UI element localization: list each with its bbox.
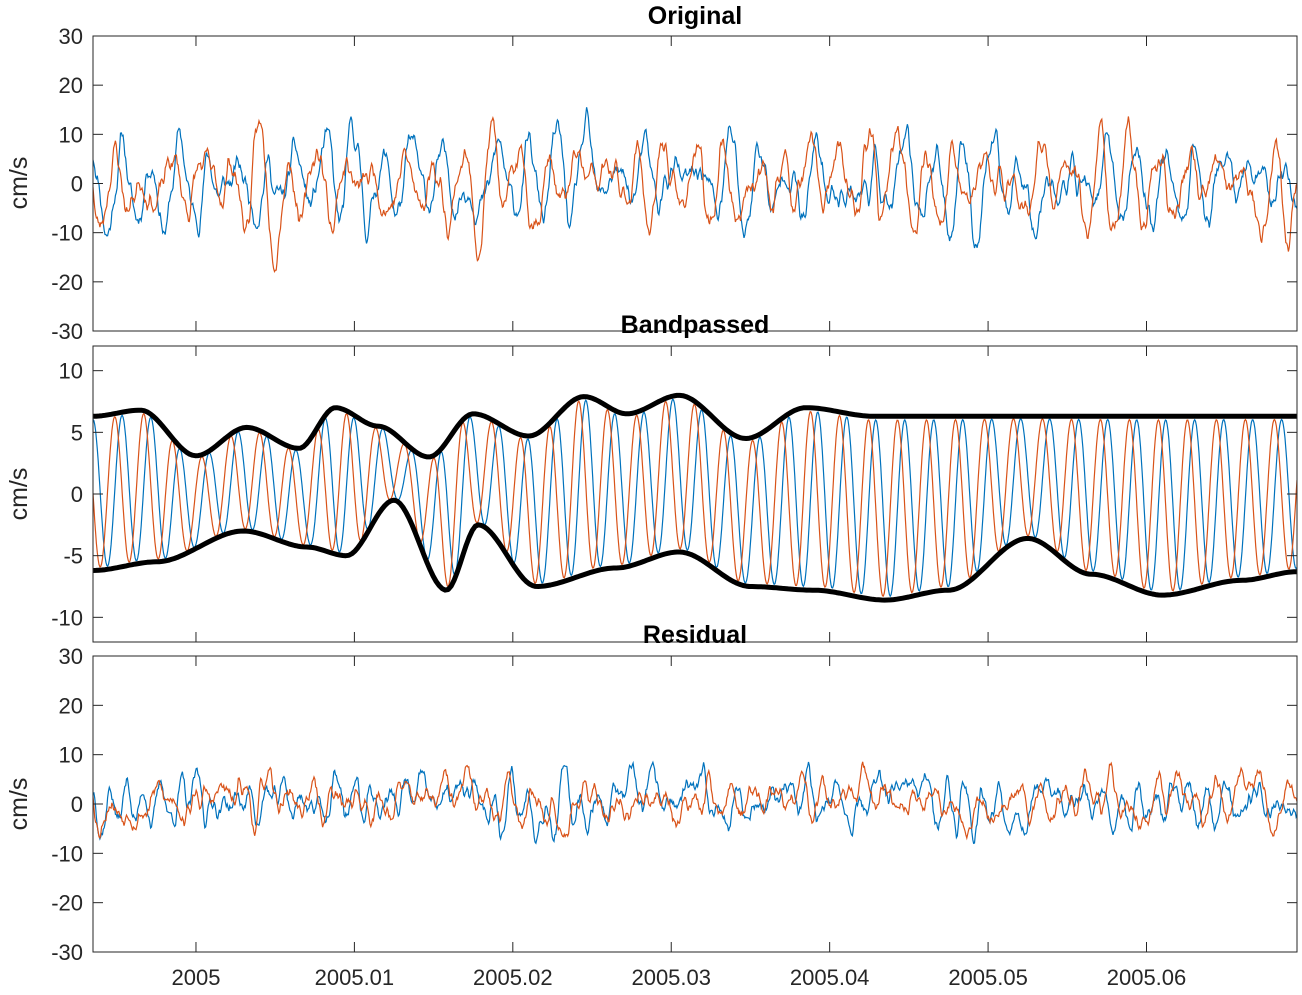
x-tick-label: 2005.03 bbox=[631, 965, 711, 990]
y-tick-label: -5 bbox=[63, 544, 83, 569]
y-tick-label: -30 bbox=[51, 940, 83, 965]
series-line-orange bbox=[93, 761, 1297, 841]
series-line-blue bbox=[93, 760, 1297, 845]
y-tick-label: 10 bbox=[59, 743, 83, 768]
y-tick-label: 30 bbox=[59, 24, 83, 49]
y-tick-label: 10 bbox=[59, 122, 83, 147]
y-tick-label: 5 bbox=[71, 420, 83, 445]
lower-envelope-line bbox=[93, 497, 1297, 603]
y-tick-label: 30 bbox=[59, 644, 83, 669]
x-tick-label: 2005.01 bbox=[315, 965, 395, 990]
panel-bandpassed: cm/s -10 -5 0 5 10 Bandpassed bbox=[5, 311, 1298, 643]
y-axis-label-bandpassed: cm/s bbox=[5, 468, 33, 521]
upper-envelope-line bbox=[93, 392, 1297, 460]
x-tick-label: 2005 bbox=[171, 965, 220, 990]
y-tick-label: -20 bbox=[51, 891, 83, 916]
plot-area-original bbox=[93, 107, 1297, 274]
panel-title-original: Original bbox=[648, 2, 742, 30]
axes-box-original bbox=[92, 35, 1298, 332]
y-tick-label: 20 bbox=[59, 693, 83, 718]
y-tick-label: -20 bbox=[51, 270, 83, 295]
y-tick-label: -30 bbox=[51, 319, 83, 344]
y-tick-label: 0 bbox=[71, 482, 83, 507]
x-tick-label: 2005.02 bbox=[473, 965, 553, 990]
y-axis-label-original: cm/s bbox=[5, 157, 33, 210]
y-axis-label-residual: cm/s bbox=[5, 778, 33, 831]
series-line-orange bbox=[93, 400, 1297, 597]
y-tick-label: 20 bbox=[59, 73, 83, 98]
plot-area-bandpassed bbox=[93, 392, 1297, 603]
series-line-orange bbox=[93, 115, 1297, 274]
y-tick-label: 0 bbox=[71, 792, 83, 817]
series-line-blue bbox=[93, 398, 1297, 598]
x-tick-label: 2005.06 bbox=[1107, 965, 1187, 990]
y-tick-label: -10 bbox=[51, 221, 83, 246]
panel-original: cm/s -30 -20 -10 0 10 20 30 Original bbox=[5, 2, 1298, 344]
y-tick-label: 0 bbox=[71, 172, 83, 197]
y-tick-label: -10 bbox=[51, 605, 83, 630]
x-tick-label: 2005.04 bbox=[790, 965, 870, 990]
x-tick-label: 2005.05 bbox=[948, 965, 1028, 990]
axes-box-bandpassed bbox=[92, 345, 1298, 643]
panel-title-bandpassed: Bandpassed bbox=[621, 311, 770, 339]
y-tick-label: -10 bbox=[51, 841, 83, 866]
axes-box-residual bbox=[92, 655, 1298, 953]
panel-residual: cm/s -30 -20 -10 0 10 20 30 2005 2005.01 2005.02 2… bbox=[5, 621, 1298, 990]
y-tick-label: 10 bbox=[59, 359, 83, 384]
plot-area-residual bbox=[93, 760, 1297, 845]
panel-title-residual: Residual bbox=[643, 621, 747, 649]
series-line-blue bbox=[93, 107, 1297, 249]
